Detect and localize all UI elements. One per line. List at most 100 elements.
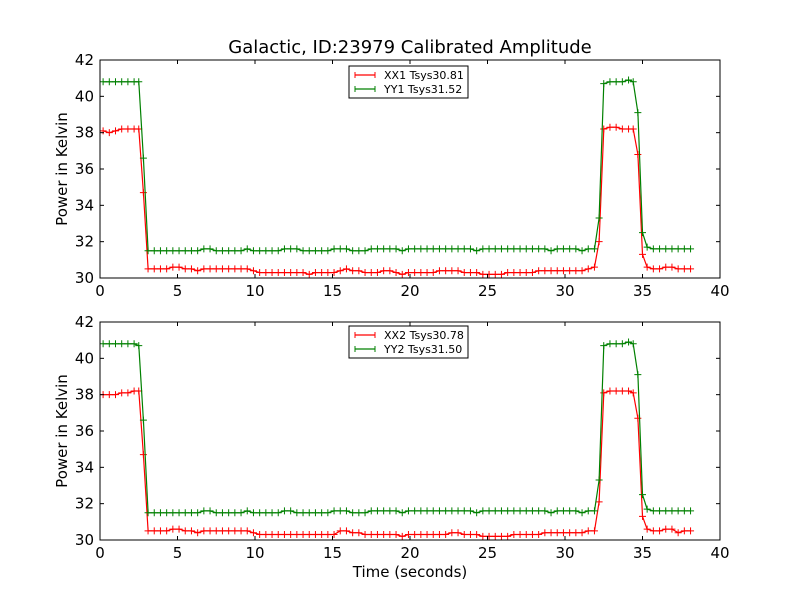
data-point — [256, 509, 264, 517]
data-point — [324, 531, 332, 539]
data-point — [392, 269, 400, 277]
x-tick-label: 20 — [400, 282, 419, 300]
data-point — [491, 507, 499, 515]
y-tick-label: 40 — [75, 87, 94, 105]
data-point — [674, 245, 682, 253]
data-point — [336, 267, 344, 275]
data-point — [150, 509, 158, 517]
data-point — [175, 247, 183, 255]
data-point — [287, 245, 295, 253]
data-point — [541, 507, 549, 515]
data-point — [398, 509, 406, 517]
data-point — [318, 247, 326, 255]
data-point — [200, 265, 208, 273]
data-point — [124, 78, 132, 86]
data-point — [392, 507, 400, 515]
data-point — [330, 245, 338, 253]
data-point — [411, 245, 419, 253]
data-point — [479, 507, 487, 515]
data-point — [342, 245, 350, 253]
data-point — [330, 269, 338, 277]
data-point — [442, 531, 450, 539]
data-point — [618, 125, 626, 133]
data-point — [429, 245, 437, 253]
data-point — [181, 527, 189, 535]
legend-label: XX2 Tsys30.78 — [384, 329, 464, 342]
data-point — [547, 247, 555, 255]
x-tick-label: 30 — [555, 282, 574, 300]
data-point — [516, 269, 524, 277]
data-point — [668, 507, 676, 515]
data-point — [139, 416, 147, 424]
data-point — [643, 505, 651, 513]
data-point — [156, 509, 164, 517]
data-point — [330, 507, 338, 515]
x-tick-label: 5 — [173, 544, 183, 562]
data-point — [612, 340, 620, 348]
data-point — [249, 509, 257, 517]
data-point — [237, 265, 245, 273]
data-point — [274, 269, 282, 277]
data-point — [336, 245, 344, 253]
legend-marker — [354, 332, 376, 338]
data-point — [231, 265, 239, 273]
x-axis: 0 5 10 15 20 25 30 35 40 — [95, 322, 730, 562]
data-point — [485, 532, 493, 540]
data-point — [112, 78, 119, 86]
data-point — [349, 509, 357, 517]
data-point — [324, 509, 332, 517]
data-point — [547, 529, 555, 537]
data-point — [105, 78, 113, 86]
data-point — [411, 507, 419, 515]
data-point — [112, 127, 119, 135]
y-tick-label: 36 — [75, 160, 94, 178]
data-point — [187, 265, 195, 273]
data-point — [392, 531, 400, 539]
data-point — [299, 509, 307, 517]
x-tick-label: 40 — [710, 544, 729, 562]
x-tick-label: 20 — [400, 544, 419, 562]
data-point — [504, 269, 512, 277]
data-point — [643, 525, 651, 533]
data-point — [466, 245, 474, 253]
data-point — [662, 263, 670, 271]
data-point — [311, 509, 319, 517]
data-point — [687, 245, 695, 253]
data-point — [442, 507, 450, 515]
data-point — [572, 507, 580, 515]
data-point — [448, 245, 456, 253]
legend-marker — [354, 72, 376, 78]
data-point — [262, 509, 270, 517]
data-point — [639, 512, 646, 520]
data-point — [336, 527, 344, 535]
data-point — [643, 243, 651, 251]
data-point — [485, 270, 493, 278]
data-point — [139, 154, 147, 162]
data-point — [687, 265, 695, 273]
y-axis: 30 32 34 36 38 40 42 — [75, 313, 720, 549]
data-point — [553, 507, 561, 515]
data-point — [473, 531, 481, 539]
data-point — [249, 529, 257, 537]
data-point — [522, 245, 530, 253]
data-point — [218, 509, 226, 517]
data-point — [324, 269, 332, 277]
data-point — [541, 245, 549, 253]
data-point — [398, 532, 406, 540]
data-point — [355, 247, 363, 255]
y-axis-label: Power in Kelvin — [53, 374, 71, 488]
data-point — [144, 247, 152, 255]
data-point — [237, 527, 245, 535]
data-point — [634, 414, 642, 422]
data-point — [218, 247, 226, 255]
x-axis-label: Time (seconds) — [352, 563, 468, 581]
data-point — [181, 265, 189, 273]
data-point — [656, 507, 664, 515]
data-point — [105, 129, 113, 137]
data-point — [491, 270, 499, 278]
data-point — [516, 245, 524, 253]
data-point — [612, 78, 620, 86]
data-point — [649, 527, 657, 535]
data-point — [584, 527, 592, 535]
